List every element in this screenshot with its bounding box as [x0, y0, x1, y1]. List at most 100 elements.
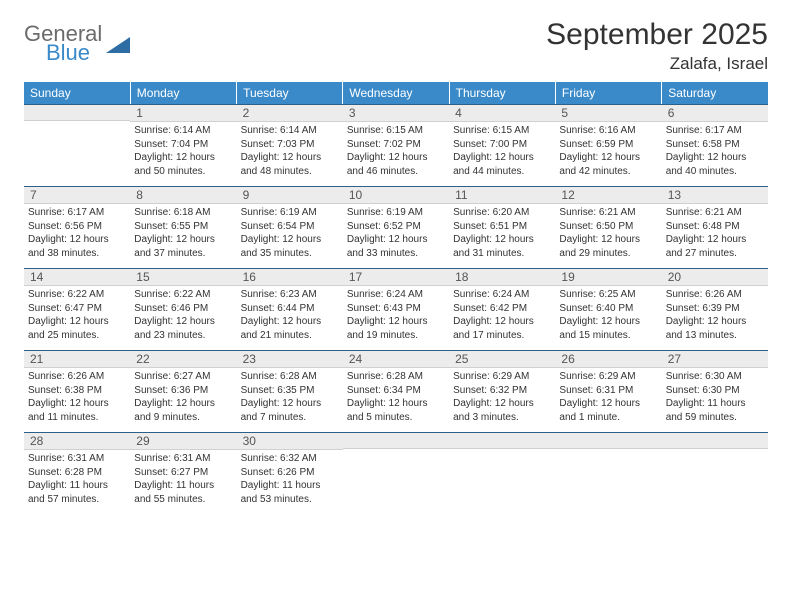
calendar-day-cell: [555, 432, 661, 514]
calendar-day-cell: [343, 432, 449, 514]
sunrise-line: Sunrise: 6:14 AM: [241, 124, 339, 138]
sunrise-line: Sunrise: 6:15 AM: [453, 124, 551, 138]
daylight-line: Daylight: 12 hours and 13 minutes.: [666, 315, 764, 342]
weekday-header: Sunday: [24, 82, 130, 104]
day-details: Sunrise: 6:28 AMSunset: 6:34 PMDaylight:…: [343, 368, 449, 424]
empty-day-bar: [24, 104, 130, 121]
calendar-day-cell: 10Sunrise: 6:19 AMSunset: 6:52 PMDayligh…: [343, 186, 449, 268]
sunrise-line: Sunrise: 6:31 AM: [134, 452, 232, 466]
calendar-week-row: 1Sunrise: 6:14 AMSunset: 7:04 PMDaylight…: [24, 104, 768, 186]
page-header: General Blue September 2025 Zalafa, Isra…: [24, 18, 768, 74]
daylight-line: Daylight: 12 hours and 5 minutes.: [347, 397, 445, 424]
calendar-day-cell: 19Sunrise: 6:25 AMSunset: 6:40 PMDayligh…: [555, 268, 661, 350]
day-number: 8: [130, 186, 236, 204]
daylight-line: Daylight: 12 hours and 15 minutes.: [559, 315, 657, 342]
daylight-line: Daylight: 12 hours and 50 minutes.: [134, 151, 232, 178]
daylight-line: Daylight: 12 hours and 1 minute.: [559, 397, 657, 424]
day-details: Sunrise: 6:24 AMSunset: 6:42 PMDaylight:…: [449, 286, 555, 342]
day-number: 2: [237, 104, 343, 122]
daylight-line: Daylight: 12 hours and 48 minutes.: [241, 151, 339, 178]
sunset-line: Sunset: 6:56 PM: [28, 220, 126, 234]
sunset-line: Sunset: 6:32 PM: [453, 384, 551, 398]
calendar-day-cell: 13Sunrise: 6:21 AMSunset: 6:48 PMDayligh…: [662, 186, 768, 268]
sunrise-line: Sunrise: 6:24 AM: [347, 288, 445, 302]
sunrise-line: Sunrise: 6:28 AM: [347, 370, 445, 384]
sunset-line: Sunset: 6:38 PM: [28, 384, 126, 398]
sunrise-line: Sunrise: 6:17 AM: [28, 206, 126, 220]
calendar-day-cell: [662, 432, 768, 514]
sunrise-line: Sunrise: 6:22 AM: [28, 288, 126, 302]
daylight-line: Daylight: 12 hours and 21 minutes.: [241, 315, 339, 342]
day-number: 26: [555, 350, 661, 368]
day-number: 1: [130, 104, 236, 122]
daylight-line: Daylight: 12 hours and 27 minutes.: [666, 233, 764, 260]
sunset-line: Sunset: 6:30 PM: [666, 384, 764, 398]
sunset-line: Sunset: 7:04 PM: [134, 138, 232, 152]
calendar-day-cell: 30Sunrise: 6:32 AMSunset: 6:26 PMDayligh…: [237, 432, 343, 514]
day-details: Sunrise: 6:27 AMSunset: 6:36 PMDaylight:…: [130, 368, 236, 424]
daylight-line: Daylight: 12 hours and 17 minutes.: [453, 315, 551, 342]
day-details: Sunrise: 6:17 AMSunset: 6:56 PMDaylight:…: [24, 204, 130, 260]
calendar-day-cell: 25Sunrise: 6:29 AMSunset: 6:32 PMDayligh…: [449, 350, 555, 432]
sunset-line: Sunset: 6:28 PM: [28, 466, 126, 480]
sunset-line: Sunset: 6:36 PM: [134, 384, 232, 398]
calendar-day-cell: 18Sunrise: 6:24 AMSunset: 6:42 PMDayligh…: [449, 268, 555, 350]
day-number: 29: [130, 432, 236, 450]
day-details: Sunrise: 6:29 AMSunset: 6:32 PMDaylight:…: [449, 368, 555, 424]
daylight-line: Daylight: 12 hours and 46 minutes.: [347, 151, 445, 178]
daylight-line: Daylight: 12 hours and 29 minutes.: [559, 233, 657, 260]
calendar-day-cell: 1Sunrise: 6:14 AMSunset: 7:04 PMDaylight…: [130, 104, 236, 186]
day-number: 9: [237, 186, 343, 204]
day-details: Sunrise: 6:19 AMSunset: 6:54 PMDaylight:…: [237, 204, 343, 260]
weekday-header: Thursday: [449, 82, 555, 104]
day-details: Sunrise: 6:31 AMSunset: 6:27 PMDaylight:…: [130, 450, 236, 506]
calendar-day-cell: 27Sunrise: 6:30 AMSunset: 6:30 PMDayligh…: [662, 350, 768, 432]
calendar-week-row: 7Sunrise: 6:17 AMSunset: 6:56 PMDaylight…: [24, 186, 768, 268]
day-details: Sunrise: 6:15 AMSunset: 7:02 PMDaylight:…: [343, 122, 449, 178]
sunrise-line: Sunrise: 6:23 AM: [241, 288, 339, 302]
sunrise-line: Sunrise: 6:29 AM: [453, 370, 551, 384]
day-number: 17: [343, 268, 449, 286]
calendar-week-row: 21Sunrise: 6:26 AMSunset: 6:38 PMDayligh…: [24, 350, 768, 432]
day-number: 18: [449, 268, 555, 286]
sunrise-line: Sunrise: 6:16 AM: [559, 124, 657, 138]
daylight-line: Daylight: 12 hours and 19 minutes.: [347, 315, 445, 342]
logo-text: General Blue: [24, 24, 102, 64]
sunset-line: Sunset: 6:35 PM: [241, 384, 339, 398]
sunset-line: Sunset: 7:02 PM: [347, 138, 445, 152]
day-details: Sunrise: 6:25 AMSunset: 6:40 PMDaylight:…: [555, 286, 661, 342]
weekday-header: Saturday: [662, 82, 768, 104]
day-number: 28: [24, 432, 130, 450]
logo-triangle-icon: [106, 35, 132, 55]
day-details: Sunrise: 6:31 AMSunset: 6:28 PMDaylight:…: [24, 450, 130, 506]
calendar-day-cell: 9Sunrise: 6:19 AMSunset: 6:54 PMDaylight…: [237, 186, 343, 268]
day-details: Sunrise: 6:14 AMSunset: 7:04 PMDaylight:…: [130, 122, 236, 178]
calendar-day-cell: 11Sunrise: 6:20 AMSunset: 6:51 PMDayligh…: [449, 186, 555, 268]
sunset-line: Sunset: 6:59 PM: [559, 138, 657, 152]
weekday-header-row: SundayMondayTuesdayWednesdayThursdayFrid…: [24, 82, 768, 104]
sunrise-line: Sunrise: 6:31 AM: [28, 452, 126, 466]
sunrise-line: Sunrise: 6:26 AM: [666, 288, 764, 302]
sunrise-line: Sunrise: 6:24 AM: [453, 288, 551, 302]
calendar-day-cell: 5Sunrise: 6:16 AMSunset: 6:59 PMDaylight…: [555, 104, 661, 186]
sunrise-line: Sunrise: 6:21 AM: [559, 206, 657, 220]
sunset-line: Sunset: 6:50 PM: [559, 220, 657, 234]
sunset-line: Sunset: 7:00 PM: [453, 138, 551, 152]
empty-day-bar: [555, 432, 661, 449]
daylight-line: Daylight: 12 hours and 25 minutes.: [28, 315, 126, 342]
day-number: 16: [237, 268, 343, 286]
day-details: Sunrise: 6:21 AMSunset: 6:48 PMDaylight:…: [662, 204, 768, 260]
calendar-day-cell: 15Sunrise: 6:22 AMSunset: 6:46 PMDayligh…: [130, 268, 236, 350]
calendar-day-cell: 4Sunrise: 6:15 AMSunset: 7:00 PMDaylight…: [449, 104, 555, 186]
sunrise-line: Sunrise: 6:19 AM: [347, 206, 445, 220]
sunset-line: Sunset: 6:40 PM: [559, 302, 657, 316]
calendar-day-cell: 20Sunrise: 6:26 AMSunset: 6:39 PMDayligh…: [662, 268, 768, 350]
sunrise-line: Sunrise: 6:17 AM: [666, 124, 764, 138]
day-number: 13: [662, 186, 768, 204]
sunrise-line: Sunrise: 6:14 AM: [134, 124, 232, 138]
day-details: Sunrise: 6:18 AMSunset: 6:55 PMDaylight:…: [130, 204, 236, 260]
day-number: 22: [130, 350, 236, 368]
sunset-line: Sunset: 6:31 PM: [559, 384, 657, 398]
daylight-line: Daylight: 11 hours and 59 minutes.: [666, 397, 764, 424]
day-details: Sunrise: 6:20 AMSunset: 6:51 PMDaylight:…: [449, 204, 555, 260]
